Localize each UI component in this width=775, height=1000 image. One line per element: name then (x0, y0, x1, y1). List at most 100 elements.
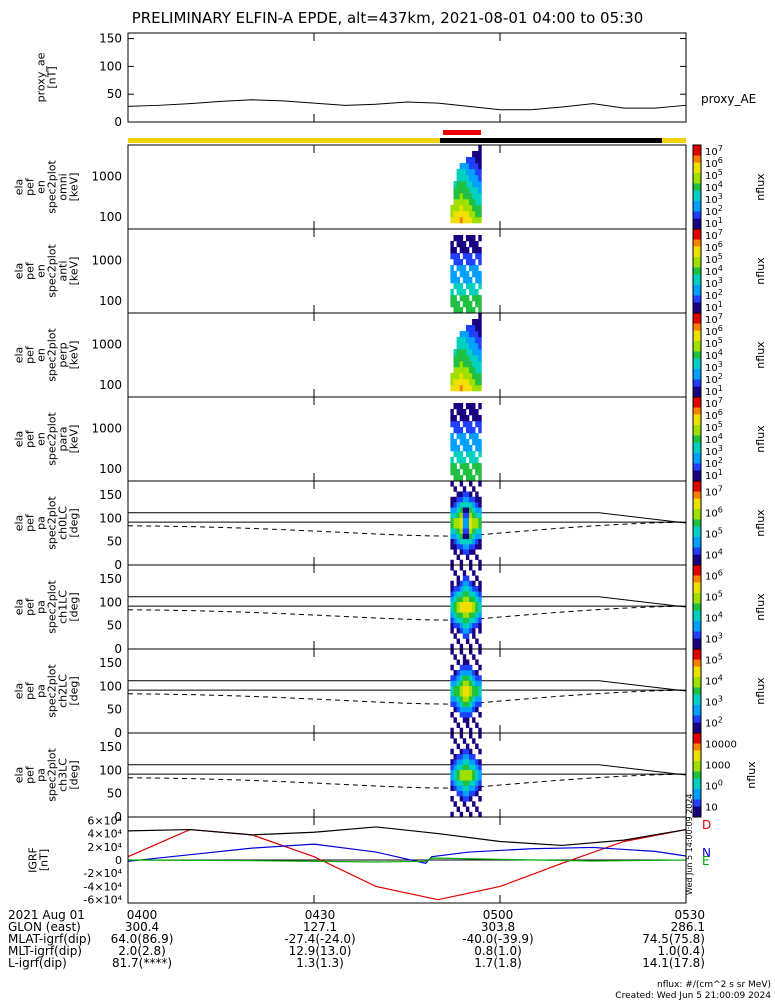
heat-cell (478, 421, 482, 428)
tick-label: 100 (99, 378, 122, 392)
heat-cell (478, 712, 482, 718)
heat-cell (472, 307, 476, 314)
heat-cell (462, 445, 467, 452)
heat-cell (453, 427, 457, 434)
colorbar-tick-label: 102 (705, 288, 723, 302)
heat-cell (453, 415, 457, 422)
colorbar-tick-label: 104 (705, 180, 723, 194)
heat-cell (465, 806, 470, 813)
colorbar-cell (693, 477, 701, 482)
heat-cell (475, 659, 479, 666)
heat-cell (462, 433, 467, 440)
heat-cell (462, 421, 467, 428)
heat-cell (453, 607, 457, 613)
heat-cell (450, 785, 454, 792)
heat-cell (456, 601, 460, 608)
tick-label: 4×10⁴ (87, 828, 122, 841)
heat-cell (475, 385, 479, 392)
heat-cell (453, 403, 457, 410)
heat-cell (465, 712, 470, 718)
trapping-boundary-line (128, 596, 687, 608)
heat-cell (456, 421, 460, 428)
heat-cell (462, 439, 467, 446)
heat-cell (456, 759, 460, 765)
heat-cell (475, 169, 479, 176)
colorbar-cell (693, 369, 701, 373)
heat-cell (462, 586, 467, 592)
heat-cell (472, 769, 476, 776)
colorbar-tick-label: 106 (705, 156, 723, 170)
heat-cell (462, 775, 467, 781)
heat-cell (469, 565, 473, 571)
heat-cell (472, 696, 476, 702)
colorbar-cell (693, 551, 701, 555)
heat-cell (472, 265, 476, 272)
colorbar-tick-label: 107 (705, 312, 723, 326)
heat-cell (459, 187, 464, 194)
panel-proxy_ae (127, 32, 687, 123)
colorbar-cell (693, 712, 701, 716)
heat-cell (469, 712, 473, 718)
heat-cell (475, 743, 479, 750)
heat-cell (472, 343, 476, 350)
colorbar-cell (693, 575, 701, 580)
heat-cell (469, 596, 473, 603)
heat-cell (465, 607, 470, 613)
heat-cell (472, 271, 476, 278)
heat-cell (462, 617, 467, 624)
heat-cell (453, 187, 457, 194)
heat-cell (465, 469, 470, 476)
heat-cell (469, 445, 473, 452)
tick-label: 50 (107, 87, 122, 101)
colorbar-cell (693, 439, 701, 443)
heat-cell (453, 738, 457, 744)
heat-cell (459, 544, 464, 550)
heat-cell (456, 403, 460, 410)
heat-cell (469, 523, 473, 529)
heat-cell (465, 633, 470, 639)
heat-cell (459, 712, 464, 718)
heat-cell (453, 247, 457, 254)
heat-cell (465, 337, 470, 344)
heat-cell (472, 361, 476, 368)
colorbar-cell (693, 621, 701, 625)
heat-cell (469, 727, 473, 734)
heat-cell (478, 205, 482, 212)
heat-cell (469, 481, 473, 487)
colorbar-tick-label: 106 (705, 408, 723, 422)
colorbar-cell (693, 628, 701, 632)
heat-cell (469, 157, 473, 164)
heat-cell (465, 193, 470, 200)
heat-cell (465, 675, 470, 681)
heat-cell (450, 612, 454, 618)
colorbar-cell (693, 694, 701, 699)
heat-cell (465, 664, 470, 671)
colorbar-cell (693, 554, 701, 559)
heat-cell (459, 790, 464, 797)
heat-cell (462, 680, 467, 687)
heat-cell (475, 601, 479, 608)
colorbar-cell (693, 218, 701, 223)
colorbar-tick-label: 107 (705, 228, 723, 242)
colorbar-cell (693, 162, 701, 167)
heat-cell (475, 151, 479, 158)
heat-cell (472, 622, 476, 629)
heat-cell (462, 685, 467, 692)
heat-cell (459, 403, 464, 410)
heat-cell (478, 403, 482, 410)
heat-cell (472, 549, 476, 555)
colorbar-cell (693, 491, 701, 496)
heat-cell (450, 481, 454, 487)
heat-cell (459, 169, 464, 176)
heat-cell (475, 355, 479, 362)
heat-cell (469, 331, 473, 338)
colorbar-cell (693, 593, 701, 597)
heat-cell (478, 463, 482, 470)
tick-label: 2×10⁴ (87, 841, 122, 854)
colorbar-cell (693, 386, 701, 391)
heat-cell (462, 759, 467, 765)
heat-cell (465, 439, 470, 446)
dip-line (127, 605, 687, 621)
colorbar-cell (693, 782, 701, 786)
panel-ch3 (127, 732, 702, 818)
